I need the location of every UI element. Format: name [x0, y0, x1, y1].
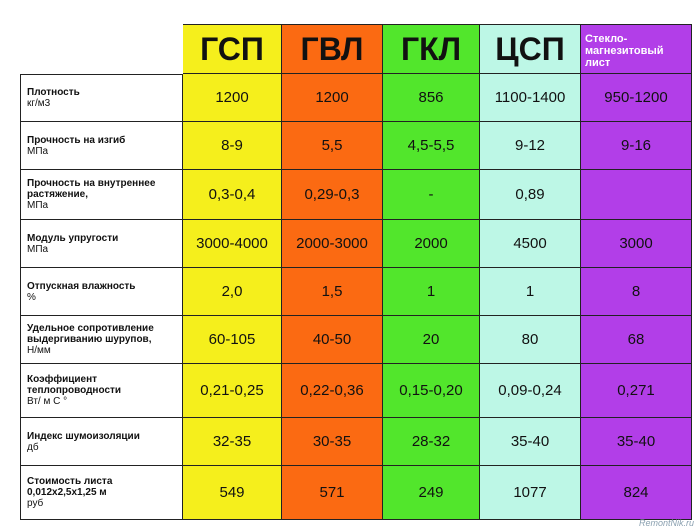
value-cell-gkl: 2000	[383, 220, 480, 268]
value-cell-smg	[581, 170, 692, 220]
row-unit: МПа	[27, 243, 49, 255]
column-header-smg: Стекло-магнезитовый лист	[581, 24, 692, 74]
value-cell-gkl: 4,5-5,5	[383, 122, 480, 170]
row-unit: дб	[27, 441, 39, 453]
value-cell-csp: 35-40	[480, 418, 581, 466]
value-cell-smg: 950-1200	[581, 74, 692, 122]
value-cell-gvl: 30-35	[282, 418, 383, 466]
row-unit: МПа	[27, 200, 49, 211]
row-unit: %	[27, 291, 36, 303]
row-title: Удельное сопротивление выдергиванию шуру…	[27, 323, 154, 345]
value-cell-csp: 0,09-0,24	[480, 364, 581, 418]
value-cell-csp: 1100-1400	[480, 74, 581, 122]
watermark: RemontNik.ru	[638, 518, 694, 528]
value-cell-gvl: 571	[282, 466, 383, 520]
row-label: Модуль упругости МПа	[20, 220, 183, 268]
value-cell-gvl: 1,5	[282, 268, 383, 316]
value-cell-gkl: -	[383, 170, 480, 220]
value-cell-csp: 9-12	[480, 122, 581, 170]
value-cell-gsp: 0,21-0,25	[183, 364, 282, 418]
value-cell-gvl: 5,5	[282, 122, 383, 170]
value-cell-csp: 80	[480, 316, 581, 364]
value-cell-smg: 68	[581, 316, 692, 364]
value-cell-smg: 3000	[581, 220, 692, 268]
row-label: Плотность кг/м3	[20, 74, 183, 122]
value-cell-smg: 9-16	[581, 122, 692, 170]
value-cell-csp: 1	[480, 268, 581, 316]
row-title: Плотность	[27, 87, 80, 98]
row-label: Прочность на изгиб МПа	[20, 122, 183, 170]
value-cell-gvl: 0,22-0,36	[282, 364, 383, 418]
value-cell-gsp: 60-105	[183, 316, 282, 364]
value-cell-smg: 8	[581, 268, 692, 316]
value-cell-gvl: 1200	[282, 74, 383, 122]
column-header-gvl: ГВЛ	[282, 24, 383, 74]
row-label: Стоимость листа 0,012х2,5х1,25 м руб	[20, 466, 183, 520]
value-cell-gsp: 32-35	[183, 418, 282, 466]
row-label: Удельное сопротивление выдергиванию шуру…	[20, 316, 183, 364]
row-title: Прочность на внутреннее растяжение,	[27, 178, 156, 200]
row-title: Стоимость листа 0,012х2,5х1,25 м	[27, 476, 113, 498]
row-label: Индекс шумоизоляции дб	[20, 418, 183, 466]
row-unit: руб	[27, 498, 44, 509]
row-title: Отпускная влажность	[27, 280, 136, 292]
value-cell-gvl: 2000-3000	[282, 220, 383, 268]
value-cell-gsp: 1200	[183, 74, 282, 122]
value-cell-gkl: 1	[383, 268, 480, 316]
row-title: Индекс шумоизоляции	[27, 430, 140, 442]
row-label: Коэффициент теплопроводности Вт/ м С °	[20, 364, 183, 418]
value-cell-gkl: 856	[383, 74, 480, 122]
row-title: Прочность на изгиб	[27, 134, 126, 146]
row-unit: Н/мм	[27, 345, 51, 356]
row-unit: Вт/ м С °	[27, 396, 68, 407]
value-cell-csp: 1077	[480, 466, 581, 520]
value-cell-smg: 824	[581, 466, 692, 520]
value-cell-gkl: 20	[383, 316, 480, 364]
value-cell-gvl: 40-50	[282, 316, 383, 364]
value-cell-csp: 4500	[480, 220, 581, 268]
value-cell-gsp: 3000-4000	[183, 220, 282, 268]
row-unit: кг/м3	[27, 98, 51, 109]
row-title: Модуль упругости	[27, 232, 119, 244]
comparison-table: ГСП ГВЛ ГКЛ ЦСП Стекло-магнезитовый лист…	[20, 24, 692, 520]
value-cell-gsp: 549	[183, 466, 282, 520]
value-cell-gvl: 0,29-0,3	[282, 170, 383, 220]
value-cell-smg: 35-40	[581, 418, 692, 466]
value-cell-gsp: 2,0	[183, 268, 282, 316]
row-unit: МПа	[27, 145, 49, 157]
value-cell-smg: 0,271	[581, 364, 692, 418]
row-label: Прочность на внутреннее растяжение, МПа	[20, 170, 183, 220]
value-cell-gkl: 249	[383, 466, 480, 520]
value-cell-gkl: 28-32	[383, 418, 480, 466]
column-header-gsp: ГСП	[183, 24, 282, 74]
value-cell-gkl: 0,15-0,20	[383, 364, 480, 418]
column-header-csp: ЦСП	[480, 24, 581, 74]
table-corner	[20, 24, 183, 74]
value-cell-gsp: 0,3-0,4	[183, 170, 282, 220]
column-header-gkl: ГКЛ	[383, 24, 480, 74]
value-cell-csp: 0,89	[480, 170, 581, 220]
value-cell-gsp: 8-9	[183, 122, 282, 170]
row-label: Отпускная влажность%	[20, 268, 183, 316]
row-title: Коэффициент теплопроводности	[27, 374, 122, 396]
